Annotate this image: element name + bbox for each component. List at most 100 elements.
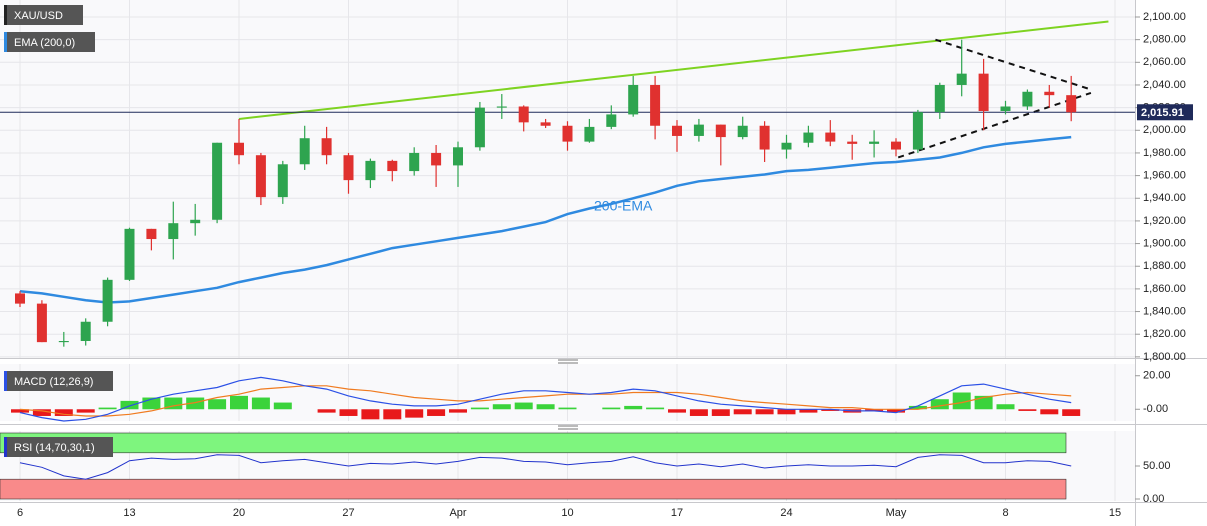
candle-body bbox=[80, 321, 91, 342]
histogram-bar bbox=[470, 407, 489, 410]
candle-body bbox=[562, 125, 573, 142]
trend-line bbox=[238, 20, 1109, 120]
y-tick-label: 2,040.00 bbox=[1143, 79, 1186, 91]
histogram-bar bbox=[646, 407, 665, 410]
candle-body bbox=[825, 132, 836, 142]
annotation: 200-EMA bbox=[594, 198, 653, 214]
histogram-bar bbox=[865, 409, 884, 411]
rsi-band bbox=[0, 432, 1067, 454]
x-tick-label: 6 bbox=[17, 507, 23, 519]
candle-body bbox=[146, 228, 157, 240]
signal-line bbox=[19, 385, 1072, 417]
candle-body bbox=[321, 138, 332, 156]
histogram-bar bbox=[76, 409, 95, 413]
y-tick-label: 1,940.00 bbox=[1143, 192, 1186, 204]
histogram-bar bbox=[624, 405, 643, 410]
candle-body bbox=[672, 125, 682, 136]
histogram-bar bbox=[230, 395, 248, 410]
legend-box[interactable] bbox=[4, 32, 95, 52]
candle-body bbox=[540, 122, 551, 126]
histogram-bar bbox=[1018, 409, 1037, 411]
histogram-bar bbox=[733, 409, 752, 415]
candle-body bbox=[956, 73, 967, 85]
candle-body bbox=[431, 152, 442, 166]
candle-body bbox=[15, 293, 25, 304]
candle-body bbox=[628, 84, 639, 115]
y-tick-label: 1,980.00 bbox=[1143, 147, 1186, 159]
candle-body bbox=[234, 142, 244, 156]
y-tick-label: 1,860.00 bbox=[1143, 283, 1186, 295]
y-tick-label: -0.00 bbox=[1143, 403, 1168, 415]
histogram-bar bbox=[361, 409, 380, 420]
candle-body bbox=[1044, 91, 1055, 96]
candle-body bbox=[299, 138, 310, 165]
candle-body bbox=[255, 155, 266, 198]
histogram-bar bbox=[1062, 409, 1081, 416]
candle-body bbox=[518, 106, 529, 123]
candle-body bbox=[36, 303, 47, 343]
histogram-bar bbox=[996, 404, 1015, 410]
histogram-bar bbox=[821, 409, 840, 411]
candle-body bbox=[869, 141, 880, 144]
candle-body bbox=[781, 142, 792, 150]
marks bbox=[0, 20, 1135, 500]
x-tick-label: 10 bbox=[561, 507, 573, 519]
histogram-bar bbox=[1040, 409, 1059, 415]
histogram-bar bbox=[120, 400, 139, 410]
last-price-label: 2,015.91 bbox=[1141, 107, 1184, 119]
candle-body bbox=[650, 84, 661, 126]
histogram-bar bbox=[164, 397, 183, 410]
candle-body bbox=[474, 107, 485, 148]
legend-box[interactable] bbox=[4, 437, 113, 457]
legend-box[interactable] bbox=[4, 371, 113, 391]
histogram-bar bbox=[492, 404, 511, 410]
candle-body bbox=[58, 341, 69, 343]
histogram-bar bbox=[251, 397, 270, 410]
y-tick-label: 1,800.00 bbox=[1143, 351, 1186, 363]
histogram-bar bbox=[405, 409, 424, 418]
y-tick-label: 0.00 bbox=[1143, 493, 1164, 505]
candle-body bbox=[365, 160, 376, 181]
candle-body bbox=[343, 155, 354, 181]
candle-body bbox=[978, 73, 989, 112]
y-tick-label: 1,960.00 bbox=[1143, 170, 1186, 182]
legend-box[interactable] bbox=[4, 5, 83, 25]
candle-body bbox=[934, 84, 945, 113]
histogram-bar bbox=[208, 399, 227, 410]
y-tick-label: 1,920.00 bbox=[1143, 215, 1186, 227]
histogram-bar bbox=[142, 397, 161, 410]
histogram-bar bbox=[908, 405, 927, 410]
resize-handle[interactable] bbox=[558, 359, 578, 364]
x-tick-label: 20 bbox=[233, 507, 245, 519]
legend-strip bbox=[4, 5, 7, 25]
candle-body bbox=[1000, 106, 1011, 112]
y-tick-label: 1,880.00 bbox=[1143, 260, 1186, 272]
histogram-bar bbox=[54, 409, 73, 416]
histogram-bar bbox=[11, 409, 29, 413]
macd-title: MACD (12,26,9) bbox=[14, 376, 93, 388]
histogram-bar bbox=[602, 407, 621, 410]
candle-body bbox=[212, 142, 223, 220]
histogram-bar bbox=[383, 409, 402, 420]
histogram-bar bbox=[32, 409, 51, 416]
x-tick-label: May bbox=[886, 507, 907, 519]
candle-body bbox=[891, 141, 901, 150]
histogram-bar bbox=[317, 409, 336, 413]
rsi-title: RSI (14,70,30,1) bbox=[14, 442, 95, 454]
y-tick-label: 50.00 bbox=[1143, 460, 1171, 472]
candle-body bbox=[124, 228, 135, 280]
histogram-bar bbox=[711, 409, 730, 416]
histogram-bar bbox=[449, 409, 467, 413]
trend-line bbox=[897, 91, 1092, 159]
candle-body bbox=[277, 164, 288, 198]
histogram-bar bbox=[273, 402, 292, 410]
histogram-bar bbox=[558, 407, 577, 410]
candle-body bbox=[606, 114, 617, 127]
candle-body bbox=[190, 219, 201, 224]
histogram-bar bbox=[186, 397, 205, 410]
legend-strip bbox=[4, 371, 7, 391]
resize-handle[interactable] bbox=[558, 425, 578, 430]
y-tick-label: 20.00 bbox=[1143, 370, 1171, 382]
x-tick-label: 17 bbox=[671, 507, 683, 519]
